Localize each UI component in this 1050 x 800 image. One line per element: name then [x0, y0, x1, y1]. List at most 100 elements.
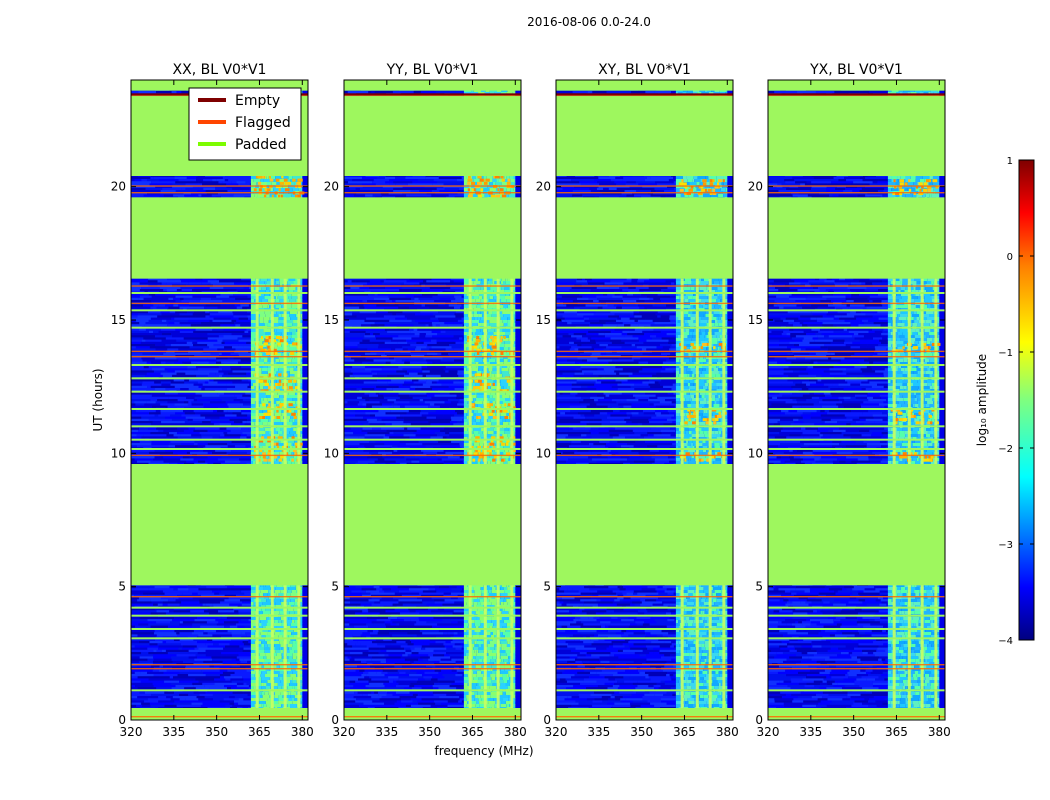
pixel-row	[210, 418, 230, 422]
pixel-row	[147, 280, 158, 283]
band-cell	[279, 611, 285, 615]
band-cell	[282, 695, 291, 699]
pixel-row	[218, 641, 243, 644]
band-cell	[267, 278, 273, 282]
pixel-row	[239, 599, 251, 602]
band-cell	[275, 602, 282, 606]
band-cell	[250, 656, 257, 660]
pixel-row	[238, 702, 251, 706]
pixel-row	[214, 396, 237, 400]
pixel-row	[233, 608, 251, 611]
band-cell	[250, 638, 258, 642]
band-cell	[265, 608, 271, 612]
pixel-row	[175, 190, 198, 193]
band-cell	[257, 371, 262, 375]
band-cell	[261, 371, 268, 375]
band-cell	[273, 677, 280, 681]
pixel-row	[177, 436, 202, 439]
pixel-row	[203, 449, 216, 453]
band-cell	[257, 194, 265, 198]
band-cell	[276, 311, 281, 315]
pixel-row	[189, 456, 208, 459]
band-cell	[267, 422, 272, 426]
band-cell	[272, 428, 276, 432]
band-cell	[250, 596, 257, 600]
pixel-row	[208, 381, 218, 384]
pixel-row	[175, 181, 199, 184]
band-cell	[274, 362, 277, 366]
pixel-row	[153, 685, 176, 688]
pixel-row	[131, 656, 140, 659]
pixel-row	[176, 289, 182, 292]
pixel-row	[160, 412, 176, 415]
pixel-row	[234, 394, 243, 398]
pixel-row	[243, 698, 251, 701]
pixel-row	[234, 702, 239, 706]
band-cell	[250, 287, 254, 291]
pixel-row	[232, 416, 242, 420]
pixel-row	[176, 654, 196, 657]
band-cell	[260, 374, 268, 378]
band-cell	[256, 596, 265, 600]
band-cell	[250, 443, 254, 447]
band-cell	[267, 698, 274, 702]
band-cell	[294, 698, 299, 702]
pixel-row	[131, 293, 144, 296]
pixel-row	[194, 658, 213, 662]
pixel-row	[192, 592, 198, 596]
band-cell	[285, 422, 293, 426]
pixel-row	[134, 685, 154, 688]
pixel-row	[154, 335, 172, 338]
pixel-row	[157, 603, 163, 607]
pixel-row	[131, 671, 135, 675]
pixel-row	[237, 625, 245, 629]
pixel-row	[174, 317, 190, 321]
band-cell	[250, 662, 258, 666]
pixel-row	[238, 597, 251, 600]
pixel-row	[148, 427, 157, 431]
pixel-row	[205, 649, 215, 653]
band-cell	[286, 341, 294, 345]
band-cell	[261, 644, 265, 648]
band-cell	[275, 359, 280, 363]
pixel-row	[222, 693, 248, 697]
pixel-row	[162, 641, 167, 644]
pixel-row	[131, 678, 149, 681]
pixel-row	[218, 335, 224, 338]
pixel-row	[207, 638, 213, 642]
pixel-row	[216, 357, 228, 360]
pixel-row	[151, 361, 161, 365]
band-cell	[250, 392, 259, 396]
band-cell	[288, 617, 292, 621]
band-cell	[274, 620, 279, 624]
pixel-row	[242, 649, 251, 653]
pixel-row	[179, 313, 193, 316]
pixel-row	[248, 379, 251, 382]
pixel-row	[131, 181, 152, 184]
pixel-row	[217, 348, 236, 351]
pixel-row	[211, 669, 220, 673]
band-cell	[299, 323, 303, 327]
pixel-row	[150, 176, 154, 180]
band-cell	[265, 584, 270, 588]
pixel-row	[195, 412, 212, 415]
pixel-row	[219, 280, 236, 283]
band-cell	[285, 632, 292, 636]
pixel-row	[207, 429, 231, 433]
band-cell	[300, 428, 303, 432]
pixel-row	[166, 696, 173, 699]
band-cell	[257, 662, 263, 666]
band-cell	[259, 698, 268, 702]
band-cell	[250, 452, 258, 456]
band-cell	[284, 701, 293, 705]
pixel-row	[149, 183, 173, 186]
band-cell	[279, 641, 286, 645]
pixel-row	[161, 313, 180, 316]
pixel-row	[131, 370, 154, 373]
pixel-row	[244, 423, 251, 426]
band-cell	[279, 461, 282, 465]
band-cell	[264, 692, 269, 696]
band-cell	[273, 605, 276, 609]
pixel-row	[159, 676, 170, 679]
pixel-row	[219, 669, 228, 673]
